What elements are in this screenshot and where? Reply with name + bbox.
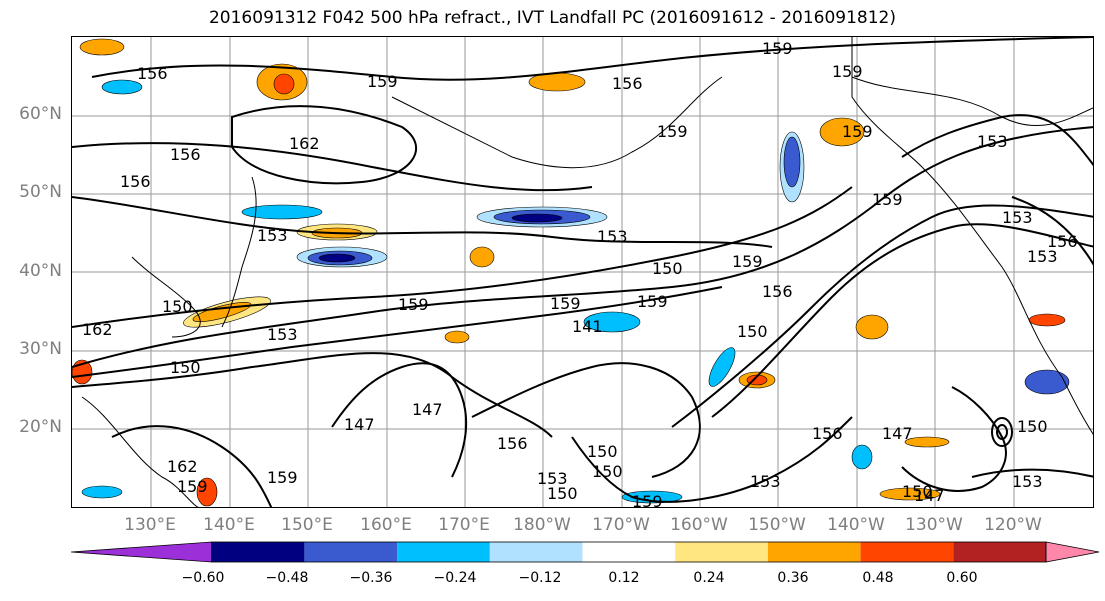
contour-label: 159: [398, 295, 429, 314]
colorbar-tick: −0.36: [349, 570, 393, 586]
contour-label: 159: [177, 477, 208, 496]
colorbar-swatch: [767, 542, 861, 562]
contour-label: 159: [832, 62, 863, 81]
contour-label: 153: [1002, 208, 1033, 227]
contour-label: 150: [170, 358, 201, 377]
contour-label: 150: [1017, 417, 1048, 436]
contour-label: 159: [842, 122, 873, 141]
lon-label-150w: 150°W: [748, 515, 806, 535]
colorbar-tick: −0.24: [433, 570, 477, 586]
contour-label: 150: [652, 259, 683, 278]
contour-label: 159: [872, 190, 903, 209]
lon-label-140e: 140°E: [203, 515, 255, 535]
colorbar-tick: 0.48: [862, 570, 894, 586]
contour-label: 153: [537, 469, 568, 488]
contour-label: 153: [750, 472, 781, 491]
lat-label-50n: 50°N: [19, 182, 62, 202]
contour-label: 156: [1047, 232, 1078, 251]
contour-label: 159: [762, 39, 793, 58]
contour-label: 153: [267, 325, 298, 344]
colorbar-swatch: [1045, 541, 1100, 563]
contour-label: 156: [612, 74, 643, 93]
contour-label: 150: [587, 442, 618, 461]
colorbar-swatch: [675, 542, 768, 562]
contour-label: 150: [902, 482, 933, 501]
lat-label-20n: 20°N: [19, 417, 62, 437]
map-panel: 159 159 156 156 159 162 156 156 159 153 …: [71, 36, 1094, 508]
contour-label: 162: [82, 320, 113, 339]
refractivity-shading: [72, 38, 1070, 507]
lon-label-160w: 160°W: [670, 515, 728, 535]
contour-label: 141: [572, 317, 603, 336]
contour-label: 147: [412, 400, 443, 419]
colorbar-swatch: [70, 541, 213, 563]
colorbar-swatch: [860, 542, 954, 562]
colorbar-swatch: [304, 542, 398, 562]
contour-label: 156: [120, 172, 151, 191]
contour-label: 147: [882, 424, 913, 443]
contour-label-group: 159 159 156 156 159 162 156 156 159 153 …: [82, 39, 1078, 508]
colorbar-tick: 0.12: [608, 570, 640, 586]
contour-label: 150: [547, 484, 578, 503]
contour-label: 150: [162, 297, 193, 316]
contour-label: 159: [632, 492, 663, 508]
lat-label-40n: 40°N: [19, 261, 62, 281]
colorbar-swatches: [70, 541, 1100, 563]
colorbar-swatch: [489, 542, 583, 562]
lon-label-130e: 130°E: [124, 515, 176, 535]
contour-lines: [72, 37, 1093, 507]
contour-label: 150: [592, 462, 623, 481]
contour-label: 156: [170, 145, 201, 164]
contour-label: 150: [737, 322, 768, 341]
contour-label: 162: [167, 457, 198, 476]
colorbar-tick: −0.12: [518, 570, 562, 586]
colorbar-swatch: [582, 542, 676, 562]
colorbar-tick: 0.24: [693, 570, 725, 586]
contour-label: 153: [977, 132, 1008, 151]
lat-label-60n: 60°N: [19, 104, 62, 124]
map-title: 2016091312 F042 500 hPa refract., IVT La…: [208, 8, 896, 28]
contour-label: 162: [289, 134, 320, 153]
contour-label: 156: [497, 434, 528, 453]
lon-label-120w: 120°W: [984, 515, 1042, 535]
colorbar-swatch: [211, 542, 305, 562]
contour-label: 153: [1027, 247, 1058, 266]
colorbar-tick: 0.36: [777, 570, 809, 586]
lon-label-160e: 160°E: [360, 515, 412, 535]
colorbar-swatch: [397, 542, 490, 562]
colorbar-swatch: [953, 542, 1046, 562]
lon-label-130w: 130°W: [905, 515, 963, 535]
contour-label: 153: [257, 226, 288, 245]
contour-label: 159: [732, 252, 763, 271]
contour-label: 159: [637, 292, 668, 311]
lon-label-170w: 170°W: [592, 515, 650, 535]
map-canvas: 159 159 156 156 159 162 156 156 159 153 …: [72, 37, 1093, 508]
contour-label: 159: [367, 72, 398, 91]
contour-label: 159: [550, 294, 581, 313]
contour-label: 159: [267, 468, 298, 487]
contour-label: 156: [762, 282, 793, 301]
contour-label: 159: [657, 122, 688, 141]
lon-label-170e: 170°E: [438, 515, 490, 535]
contour-label: 156: [812, 424, 843, 443]
colorbar-outline: [211, 541, 1047, 563]
colorbar-tick: 0.60: [946, 570, 978, 586]
colorbar: [70, 540, 1101, 568]
colorbar-tick: −0.60: [181, 570, 225, 586]
colorbar-tick: −0.48: [265, 570, 309, 586]
contour-label: 147: [914, 486, 945, 505]
lon-label-150e: 150°E: [281, 515, 333, 535]
contour-label: 153: [597, 227, 628, 246]
contour-label: 156: [137, 64, 168, 83]
lon-label-140w: 140°W: [827, 515, 885, 535]
lat-label-30n: 30°N: [19, 339, 62, 359]
contour-label: 147: [344, 415, 375, 434]
lon-label-180w: 180°W: [513, 515, 571, 535]
contour-label: 153: [1012, 472, 1043, 491]
